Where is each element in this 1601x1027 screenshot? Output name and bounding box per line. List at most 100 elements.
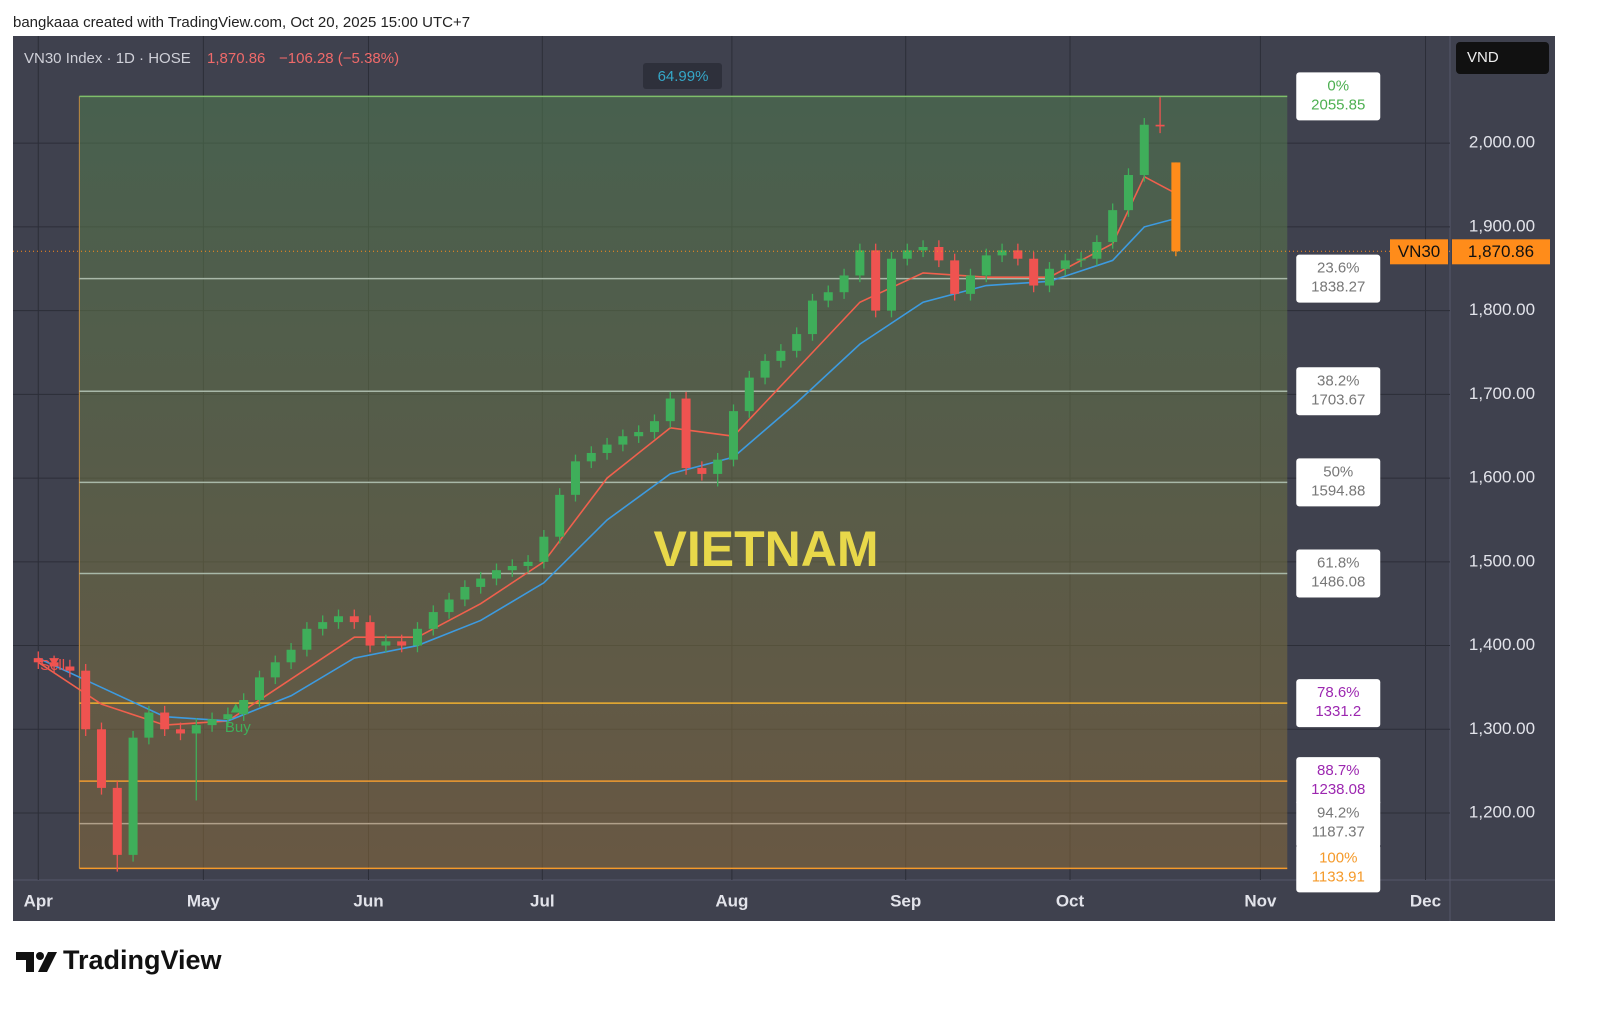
fib-price: 1594.88	[1311, 482, 1365, 499]
candle-body	[160, 712, 170, 730]
candle-body	[681, 398, 691, 469]
candle-body	[286, 649, 296, 663]
last-price-label: 1,870.86	[1468, 242, 1534, 261]
candle-body	[112, 787, 122, 855]
candle-body	[634, 432, 644, 437]
y-tick-label: 2,000.00	[1469, 133, 1535, 152]
fib-percent: 88.7%	[1317, 762, 1360, 779]
candle-body	[476, 578, 486, 587]
candle-body	[539, 536, 549, 562]
range-box	[643, 63, 722, 89]
fib-label-box	[1296, 757, 1381, 806]
candle-body	[1092, 241, 1102, 259]
x-tick-label: Oct	[1056, 891, 1085, 910]
candle-body	[649, 421, 659, 433]
candle-body	[902, 250, 912, 259]
last-value: 1,870.86	[207, 50, 265, 67]
fib-percent: 23.6%	[1317, 260, 1360, 277]
candle-body	[1044, 268, 1054, 286]
candle-body	[81, 670, 91, 730]
candle-body	[823, 292, 833, 301]
buy-marker	[230, 703, 241, 713]
x-tick-label: Jul	[530, 891, 555, 910]
fib-label-box	[1296, 458, 1381, 507]
fib-percent: 61.8%	[1317, 554, 1360, 571]
candle-body	[728, 411, 738, 460]
symbol: VN30 Index · 1D · HOSE	[24, 50, 191, 67]
candle-body	[460, 586, 470, 600]
candle-body	[855, 250, 865, 276]
candle-body	[381, 641, 391, 646]
fib-label-box	[1296, 254, 1381, 303]
x-tick-label: Jun	[353, 891, 383, 910]
moving-average	[37, 175, 1177, 726]
x-tick-label: Dec	[1410, 891, 1441, 910]
fib-price: 1838.27	[1311, 279, 1365, 296]
candle-body	[997, 250, 1007, 256]
candle-body	[950, 260, 960, 294]
y-tick-label: 1,800.00	[1469, 300, 1535, 319]
ticker-tag	[1390, 239, 1448, 265]
candle-body	[886, 258, 896, 311]
sell-label: Sell	[40, 657, 65, 674]
sell-marker	[49, 658, 60, 667]
currency-box	[1456, 42, 1549, 74]
y-tick-label: 1,700.00	[1469, 384, 1535, 403]
fib-price: 1486.08	[1311, 573, 1365, 590]
candle-body	[128, 737, 138, 855]
candle-body	[1076, 258, 1086, 261]
range-label: 64.99%	[658, 68, 709, 85]
candle-body	[191, 725, 201, 734]
candle-body	[792, 334, 802, 351]
fib-price: 1187.37	[1312, 824, 1365, 841]
candle-body	[871, 250, 881, 311]
candle-body	[207, 719, 217, 726]
x-tick-label: Sep	[890, 891, 921, 910]
candle-body	[602, 444, 612, 453]
fib-label-box	[1296, 679, 1381, 728]
candle-body	[713, 459, 723, 474]
fib-percent: 100%	[1319, 849, 1357, 866]
fib-percent: 0%	[1327, 77, 1349, 94]
y-tick-label: 1,500.00	[1469, 551, 1535, 570]
buy-label: Buy	[225, 719, 251, 736]
candle-body	[175, 729, 185, 734]
candle-body	[33, 658, 43, 663]
candle-body	[507, 566, 517, 571]
candle-body	[744, 377, 754, 412]
candle-body	[1060, 260, 1070, 269]
candle-body	[444, 599, 454, 613]
logo-mark	[16, 952, 57, 972]
candle-body	[1155, 124, 1165, 127]
candle-body	[1139, 124, 1149, 175]
candle-body	[618, 436, 628, 445]
candle-body	[412, 628, 422, 646]
candle-body	[318, 622, 328, 629]
y-tick-label: 1,900.00	[1469, 216, 1535, 235]
fib-label-box	[1296, 72, 1381, 121]
candle-body	[254, 677, 264, 700]
candle-body	[223, 714, 233, 720]
fib-percent: 38.2%	[1317, 372, 1360, 389]
candle-body	[570, 461, 580, 495]
candle-body	[918, 247, 928, 251]
y-tick-label: 1,300.00	[1469, 719, 1535, 738]
candle-body	[333, 616, 343, 623]
candle-body	[586, 452, 596, 462]
candle-body	[760, 360, 770, 378]
fib-price: 1133.91	[1312, 868, 1365, 885]
fib-percent: 78.6%	[1317, 684, 1360, 701]
attribution: bangkaaa created with TradingView.com, O…	[13, 14, 470, 31]
candle-body	[1171, 162, 1181, 252]
fib-label-box	[1296, 844, 1381, 893]
moving-average	[37, 217, 1177, 722]
candle-body	[1108, 210, 1118, 242]
candle-body	[665, 398, 675, 422]
candle-body	[65, 666, 75, 671]
change: −106.28 (−5.38%)	[279, 50, 399, 67]
fib-label-box	[1296, 799, 1381, 848]
y-tick-label: 1,600.00	[1469, 468, 1535, 487]
logo	[16, 952, 57, 972]
candle-body	[1123, 174, 1133, 211]
